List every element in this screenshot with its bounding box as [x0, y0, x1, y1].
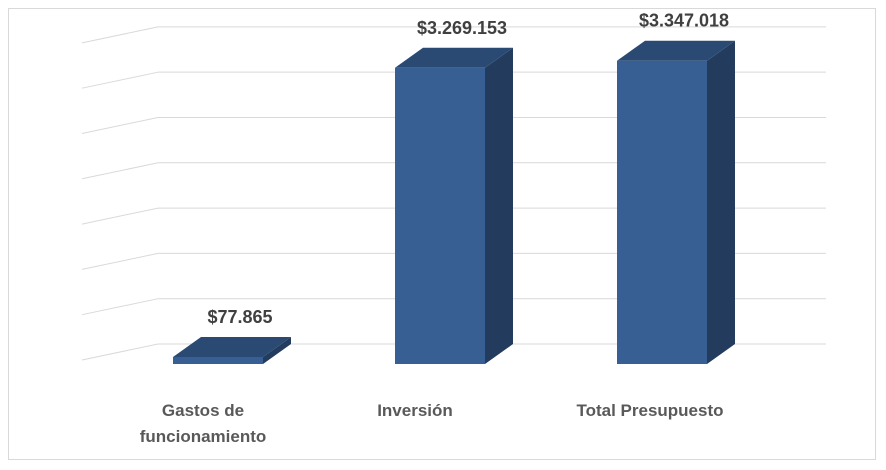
bar-front-gastos: [173, 356, 263, 364]
data-label-gastos: $77.865: [207, 307, 272, 327]
data-label-total: $3.347.018: [639, 11, 729, 31]
gridline-wall: [81, 343, 159, 361]
bar-top-gastos: [173, 336, 291, 357]
bar-front-inversion: [395, 67, 485, 364]
bar-side-gastos: [263, 336, 291, 364]
bars: [173, 40, 735, 365]
gridline-wall: [81, 71, 159, 89]
bar-front-total: [617, 60, 707, 365]
gridline-wall: [81, 162, 159, 180]
gridline-wall: [81, 26, 159, 44]
category-label-total: Total Presupuesto: [576, 401, 724, 420]
data-labels: $77.865 $3.269.153 $3.347.018: [207, 11, 729, 327]
bar-side-inversion: [485, 47, 513, 365]
bar-top-total: [617, 40, 735, 61]
gridline-wall: [81, 252, 159, 270]
category-label-gastos: Gastos de funcionamiento: [139, 401, 267, 446]
gridline-wall: [81, 207, 159, 225]
category-label-inversion: Inversión: [377, 401, 453, 420]
bar-side-total: [707, 40, 735, 365]
data-label-inversion: $3.269.153: [417, 18, 507, 38]
bar-top-inversion: [395, 47, 513, 68]
gridline-wall: [81, 116, 159, 134]
gridline-wall: [81, 298, 159, 316]
